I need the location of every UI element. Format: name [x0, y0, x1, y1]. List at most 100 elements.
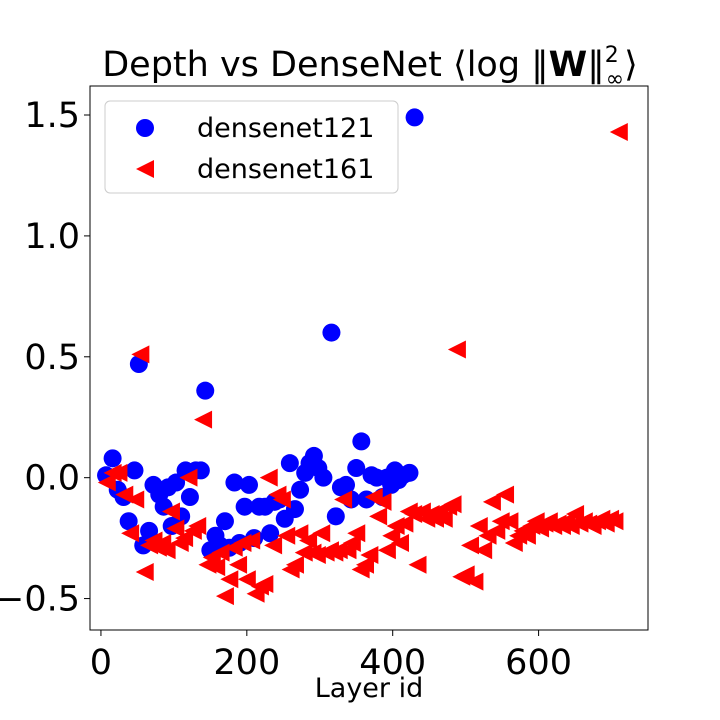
point-densenet161-105 — [566, 504, 585, 523]
point-densenet121-61 — [400, 463, 419, 482]
point-densenet121-44 — [314, 468, 333, 487]
point-densenet121-62 — [405, 108, 424, 127]
point-densenet161-2 — [109, 463, 128, 482]
point-densenet161-84 — [474, 541, 493, 560]
point-densenet161-61 — [373, 492, 392, 511]
point-densenet161-20 — [194, 410, 213, 429]
point-densenet161-89 — [496, 485, 515, 504]
point-densenet161-94 — [517, 526, 536, 545]
point-densenet161-52 — [334, 490, 353, 509]
chart-title-norm-close: ‖ — [587, 45, 605, 85]
chart-title-w: W — [549, 45, 588, 85]
point-densenet161-47 — [312, 524, 331, 543]
x-tick-label: 0 — [90, 643, 112, 683]
point-densenet161-83 — [469, 517, 488, 536]
y-tick-label: −0.5 — [0, 580, 80, 620]
point-densenet121-17 — [180, 488, 199, 507]
point-densenet161-69 — [408, 555, 427, 574]
point-densenet161-28 — [229, 555, 248, 574]
points-layer — [97, 108, 628, 606]
point-densenet161-17 — [179, 468, 198, 487]
point-densenet121-37 — [280, 454, 299, 473]
point-densenet121-45 — [322, 323, 341, 342]
point-densenet161-34 — [255, 575, 274, 594]
point-densenet161-78 — [447, 340, 466, 359]
point-densenet161-82 — [465, 572, 484, 591]
point-densenet121-20 — [196, 381, 215, 400]
point-densenet161-12 — [157, 541, 176, 560]
point-densenet161-23 — [207, 558, 226, 577]
y-tick-label: 0.0 — [24, 459, 80, 499]
point-densenet161-55 — [347, 524, 366, 543]
point-densenet161-5 — [126, 490, 145, 509]
legend-label-densenet121: densenet121 — [197, 113, 374, 144]
point-densenet161-38 — [272, 490, 291, 509]
point-densenet161-44 — [299, 531, 318, 550]
x-axis-label: Layer id — [315, 673, 424, 704]
chart-title-superscript: 2 — [605, 43, 619, 68]
point-densenet161-14 — [166, 519, 185, 538]
point-densenet161-24 — [211, 543, 230, 562]
legend-marker-densenet121 — [136, 119, 154, 137]
point-densenet161-36 — [264, 536, 283, 555]
legend-marker-densenet161 — [136, 160, 154, 178]
point-densenet161-65 — [391, 533, 409, 552]
point-densenet161-13 — [161, 502, 180, 521]
point-densenet121-50 — [347, 459, 366, 478]
point-densenet161-35 — [259, 468, 278, 487]
point-densenet161-115 — [609, 122, 628, 141]
point-densenet121-28 — [235, 497, 254, 516]
y-tick-label: 0.5 — [24, 338, 80, 378]
point-densenet121-8 — [140, 521, 159, 540]
point-densenet161-87 — [487, 521, 506, 540]
point-densenet161-60 — [369, 507, 388, 526]
point-densenet121-4 — [119, 512, 138, 531]
point-densenet161-41 — [285, 555, 304, 574]
point-densenet161-26 — [220, 570, 239, 589]
point-densenet161-58 — [360, 546, 379, 565]
chart-title: Depth vs DenseNet ⟨log ‖W‖2 ∞⟩ — [102, 43, 638, 92]
point-densenet121-48 — [337, 475, 356, 494]
point-densenet161-6 — [131, 345, 150, 364]
chart-title-norm-open: ‖ — [531, 45, 549, 85]
point-densenet161-25 — [215, 587, 234, 606]
point-densenet161-39 — [277, 526, 296, 545]
point-densenet121-46 — [326, 507, 345, 526]
point-densenet161-81 — [461, 536, 480, 555]
x-axis: 0 200 400 600 — [90, 630, 572, 683]
point-densenet161-30 — [237, 570, 256, 589]
x-tick-label: 200 — [213, 643, 280, 683]
point-densenet161-77 — [443, 495, 462, 514]
point-densenet161-62 — [377, 541, 396, 560]
point-densenet121-1 — [103, 449, 122, 468]
point-densenet161-114 — [605, 512, 624, 531]
point-densenet121-51 — [352, 432, 371, 451]
chart-title-log: log — [467, 45, 531, 85]
legend: densenet121 densenet161 — [104, 100, 399, 194]
x-tick-label: 600 — [505, 643, 572, 683]
point-densenet121-24 — [215, 512, 234, 531]
point-densenet161-4 — [121, 524, 140, 543]
point-densenet161-63 — [382, 526, 401, 545]
point-densenet161-0 — [97, 473, 116, 492]
point-densenet121-39 — [291, 480, 310, 499]
point-densenet161-57 — [355, 555, 374, 574]
point-densenet121-5 — [125, 461, 144, 480]
chart-title-prefix: Depth vs DenseNet — [102, 45, 453, 85]
point-densenet161-16 — [175, 529, 194, 548]
legend-label-densenet161: densenet161 — [197, 154, 374, 185]
point-densenet161-42 — [290, 524, 309, 543]
chart-title-rangle: ⟩ — [624, 45, 638, 85]
point-densenet161-75 — [434, 509, 453, 528]
chart-title-subscript: ∞ — [606, 67, 624, 92]
point-densenet161-66 — [395, 514, 414, 533]
point-densenet161-54 — [342, 533, 361, 552]
y-tick-label: 1.5 — [24, 96, 80, 136]
legend-box — [104, 100, 399, 194]
y-axis: −0.5 0.0 0.5 1.0 1.5 — [0, 96, 90, 620]
point-densenet121-33 — [261, 524, 280, 543]
point-densenet161-90 — [500, 512, 519, 531]
point-densenet121-26 — [225, 473, 244, 492]
point-densenet161-80 — [456, 565, 475, 584]
point-densenet121-29 — [240, 475, 259, 494]
